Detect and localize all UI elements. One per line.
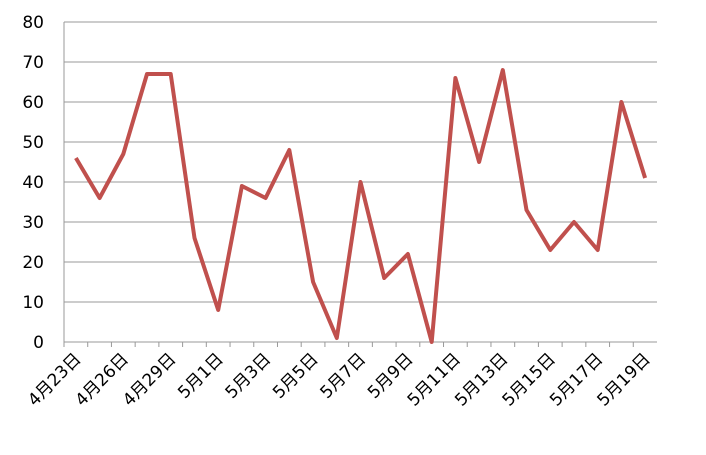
y-tick-label: 50 [22,133,44,153]
y-tick-label: 10 [22,293,44,313]
x-tick-label: 5月3日 [222,349,275,402]
x-tick-label: 5月7日 [317,349,370,402]
x-tick-label: 5月5日 [269,349,322,402]
x-tick-label: 5月1日 [174,349,227,402]
y-tick-label: 70 [22,53,44,73]
y-tick-label: 60 [22,93,44,113]
x-tick-label: 5月19日 [594,349,655,410]
data-line [74,68,648,344]
y-tick-label: 30 [22,213,44,233]
y-tick-label: 20 [22,253,44,273]
y-tick-label: 80 [22,13,44,33]
y-tick-label: 40 [22,173,44,193]
x-tick-label: 4月29日 [119,349,180,410]
y-tick-label: 0 [33,333,44,353]
